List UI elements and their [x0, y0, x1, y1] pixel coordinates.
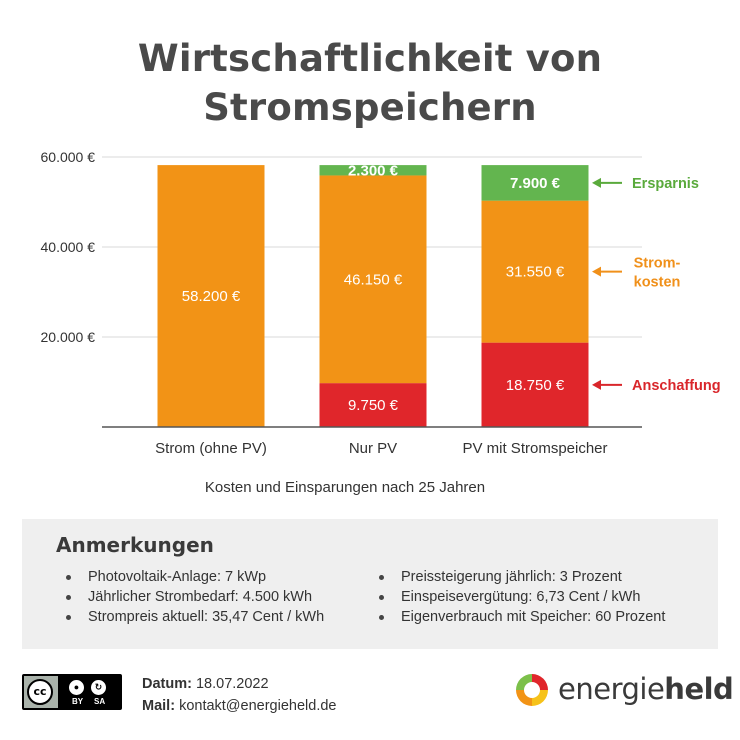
notes-item: Jährlicher Strombedarf: 4.500 kWh [66, 587, 324, 607]
bar-segment [319, 175, 427, 384]
notes-item: Eigenverbrauch mit Speicher: 60 Prozent [379, 607, 665, 627]
data-label: 2.300 € [348, 162, 399, 179]
footer-meta: Datum: 18.07.2022 Mail: kontakt@energieh… [142, 673, 336, 717]
data-label: 7.900 € [510, 175, 561, 192]
x-tick-label: PV mit Stromspeicher [462, 440, 607, 457]
cc-license-strip [58, 676, 120, 708]
energieheld-logo-icon [516, 674, 548, 706]
bar-segment [319, 383, 427, 427]
notes-item: Photovoltaik-Anlage: 7 kWp [66, 567, 324, 587]
date-line: Datum: 18.07.2022 [142, 673, 336, 695]
attribution-icon: ● [68, 679, 85, 696]
legend-label: Ersparnis [632, 176, 699, 192]
x-tick-label: Strom (ohne PV) [155, 440, 267, 457]
legend-arrow-head [592, 379, 601, 390]
cc-by-label: BY [72, 697, 84, 706]
notes-heading: Anmerkungen [56, 533, 214, 557]
notes-item: Preissteigerung jährlich: 3 Prozent [379, 567, 665, 587]
data-label: 18.750 € [506, 377, 565, 394]
data-label: 9.750 € [348, 397, 399, 414]
data-label: 46.150 € [344, 271, 403, 288]
mail-value[interactable]: kontakt@energieheld.de [179, 698, 337, 714]
legend-label: Strom- [634, 256, 681, 272]
bar-segment [481, 342, 589, 427]
x-axis-label: Kosten und Einsparungen nach 25 Jahren [205, 479, 485, 496]
page-title: Wirtschaftlichkeit von Stromspeichern [0, 34, 740, 132]
notes-item: Strompreis aktuell: 35,47 Cent / kWh [66, 607, 324, 627]
legend-label: kosten [634, 275, 681, 291]
title-line-1: Wirtschaftlichkeit von [137, 37, 603, 80]
legend-arrow-head [592, 177, 601, 188]
date-value: 18.07.2022 [195, 676, 269, 692]
share-alike-icon: ↻ [90, 679, 107, 696]
brand-bold: held [664, 672, 734, 706]
bar-segment [319, 165, 427, 176]
cc-license-badge[interactable]: cc ● ↻ BY SA [22, 674, 122, 710]
brand-regular: energie [558, 672, 665, 706]
y-tick-label: 20.000 € [41, 329, 96, 345]
notes-item: Einspeisevergütung: 6,73 Cent / kWh [379, 587, 665, 607]
y-tick-label: 60.000 € [41, 149, 96, 165]
cc-icon: cc [27, 679, 53, 705]
brand-wordmark: energieheld [558, 672, 734, 706]
mail-label: Mail: [142, 698, 176, 714]
bar-segment [481, 200, 589, 343]
notes-panel: Anmerkungen Photovoltaik-Anlage: 7 kWp J… [22, 519, 718, 649]
notes-list-left: Photovoltaik-Anlage: 7 kWp Jährlicher St… [66, 567, 324, 627]
title-line-2: Stromspeichern [203, 86, 537, 129]
y-tick-label: 40.000 € [41, 239, 96, 255]
legend-arrow-head [592, 266, 601, 277]
cc-sa-label: SA [94, 697, 106, 706]
bar-segment [481, 165, 589, 201]
bar-segment [157, 165, 265, 427]
date-label: Datum: [142, 676, 192, 692]
legend-label: Anschaffung [632, 378, 721, 394]
mail-line: Mail: kontakt@energieheld.de [142, 695, 336, 717]
data-label: 31.550 € [506, 264, 565, 281]
x-tick-label: Nur PV [349, 440, 397, 457]
brand-logo[interactable]: energieheld [512, 668, 734, 712]
notes-list-right: Preissteigerung jährlich: 3 Prozent Eins… [379, 567, 665, 627]
stacked-bar-chart: 20.000 € 40.000 € 60.000 € 58.200 € Strom (o… [41, 149, 721, 496]
data-label: 58.200 € [182, 288, 241, 305]
